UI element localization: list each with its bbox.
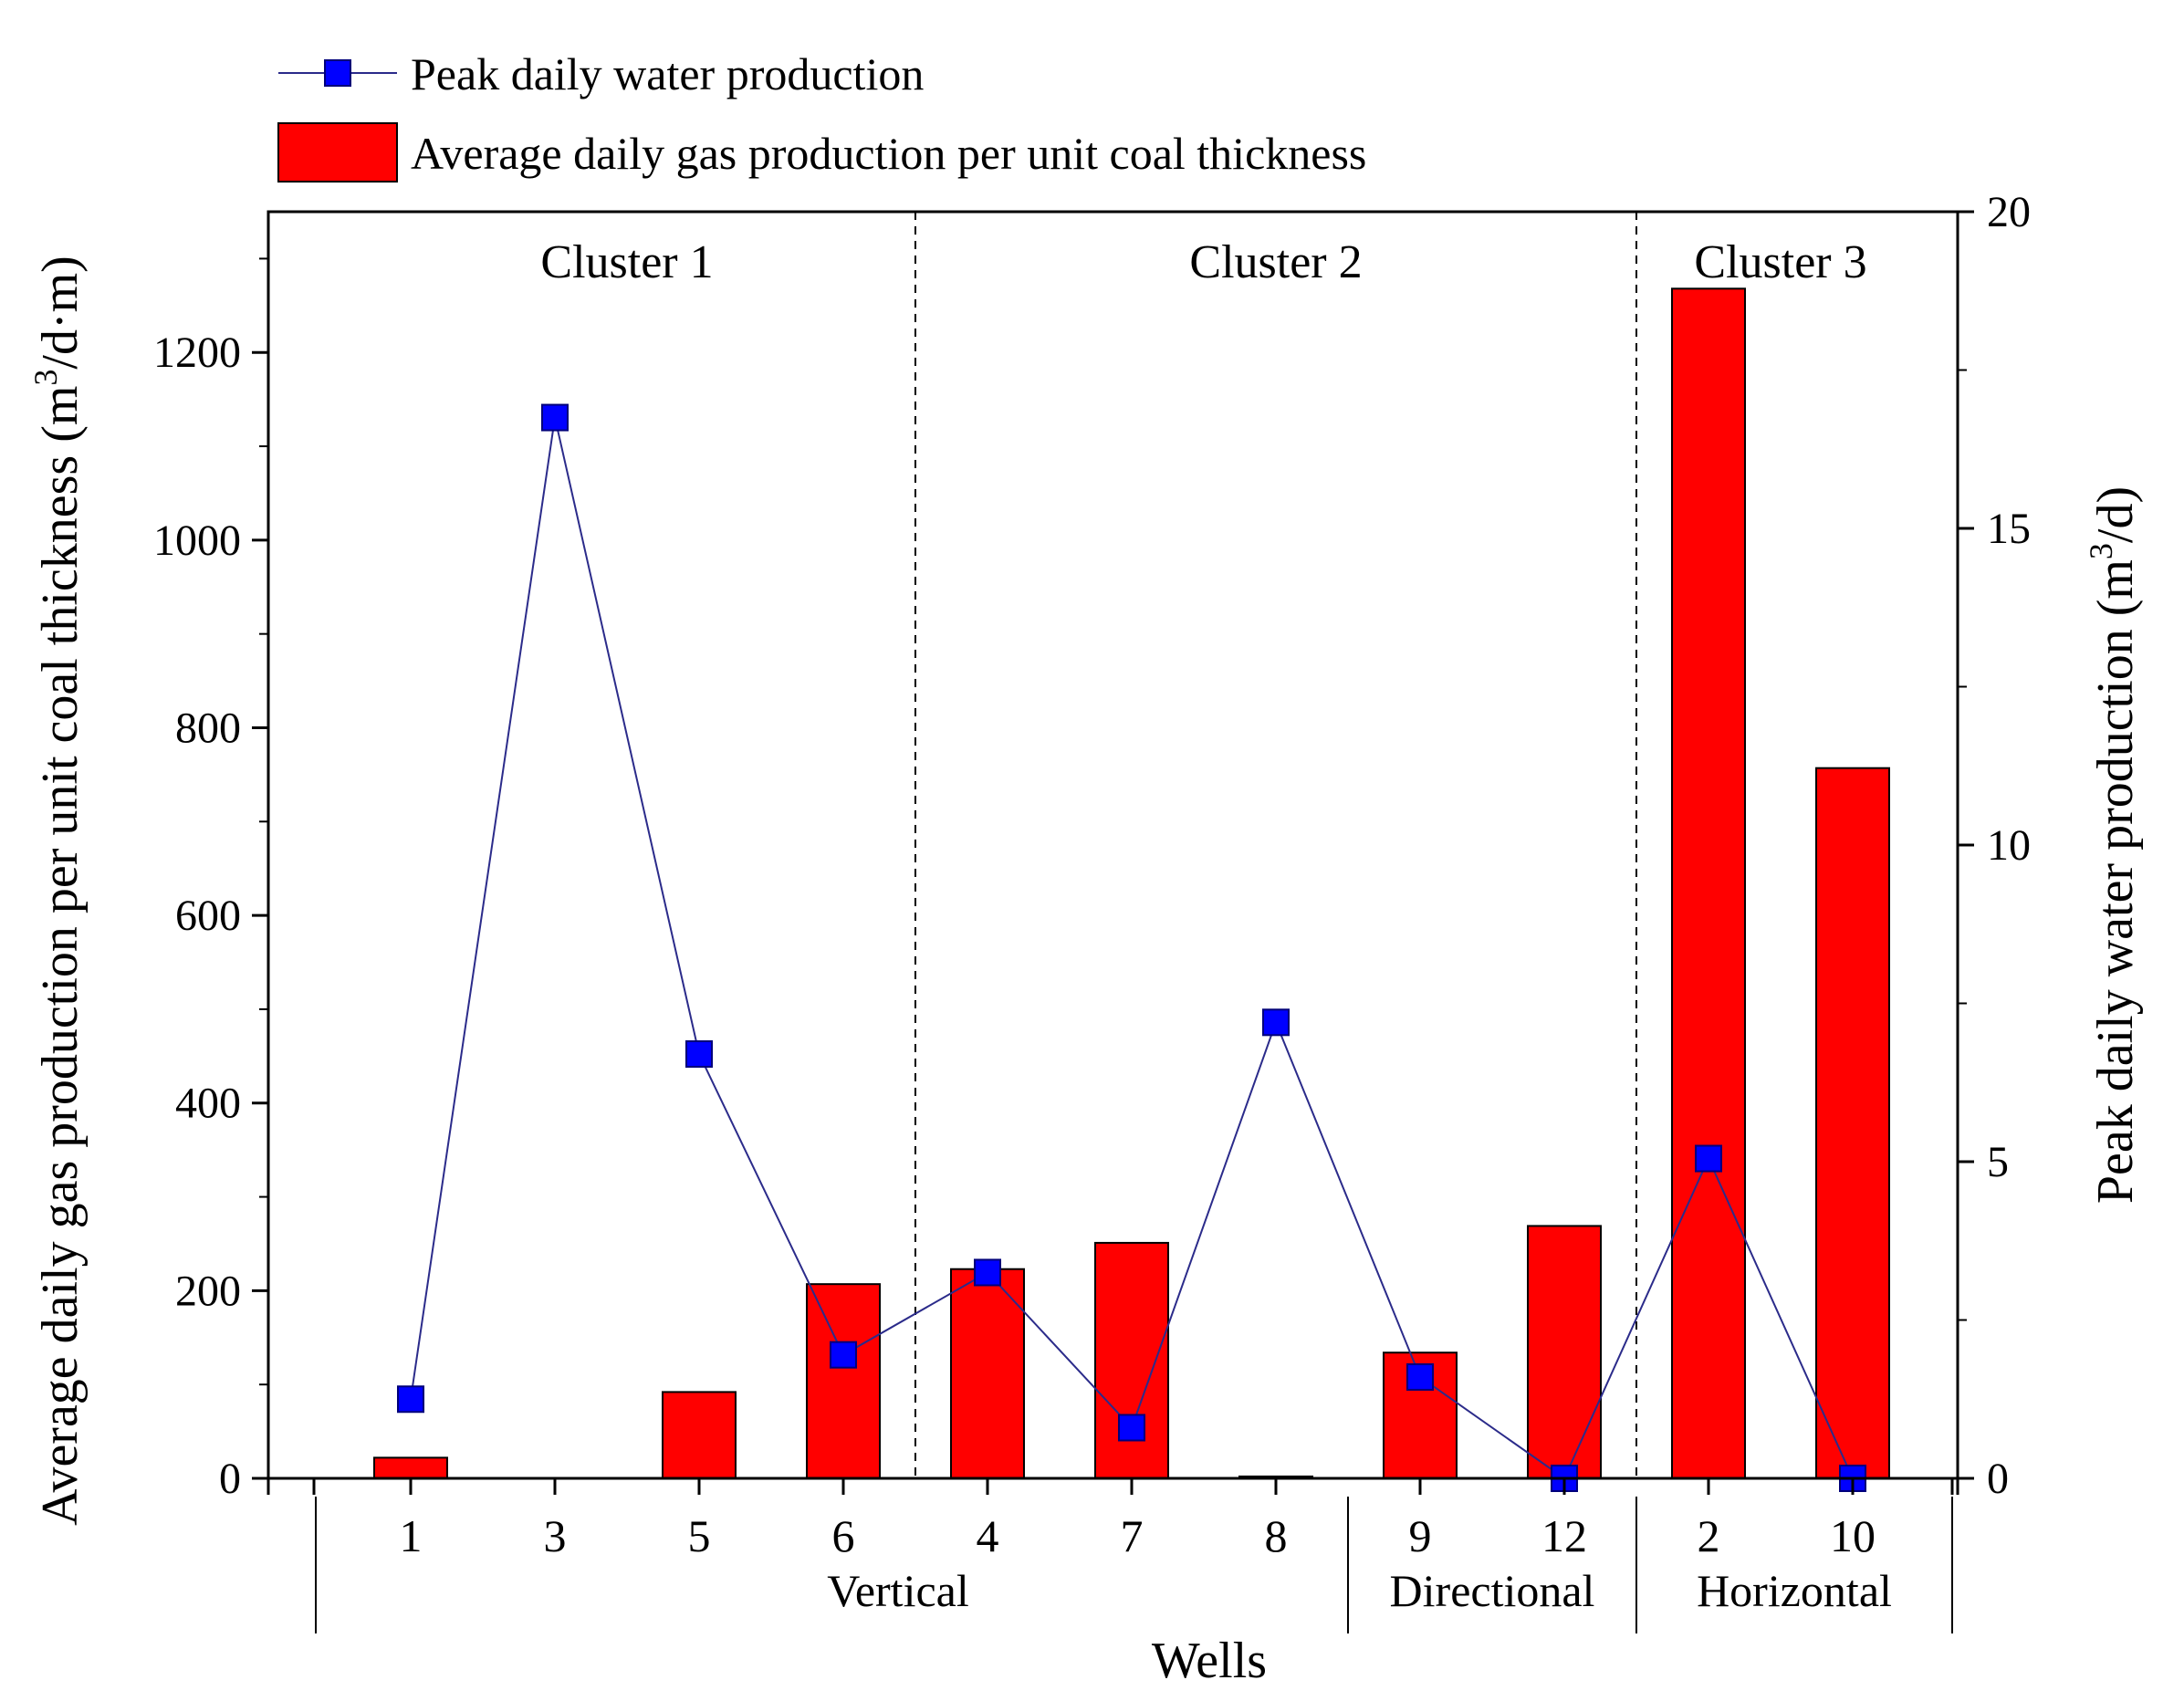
bar-7 [1094, 1241, 1169, 1479]
y-tick-label: 400 [175, 1080, 241, 1128]
legend-bar-sample [277, 122, 398, 183]
legend: Peak daily water production Average daily… [277, 48, 1366, 183]
y-tick-label: 600 [175, 892, 241, 940]
y-tick-label: 0 [219, 1455, 241, 1503]
y-tick-label: 1000 [153, 517, 241, 565]
y2-tick-label: 5 [1987, 1138, 2009, 1186]
cluster-label: Cluster 1 [540, 236, 713, 288]
cluster-label: Cluster 2 [1189, 236, 1362, 288]
bar-5 [662, 1391, 737, 1480]
point-4 [974, 1258, 1001, 1287]
point-7 [1118, 1414, 1145, 1442]
x-tick-label-4: 4 [977, 1510, 999, 1561]
point-8 [1262, 1008, 1290, 1037]
point-3 [541, 403, 569, 432]
legend-label-water: Peak daily water production [411, 48, 924, 99]
x-tick-label-7: 7 [1121, 1510, 1144, 1561]
y2-tick-label: 10 [1987, 821, 2031, 870]
y-tick-label: 1200 [153, 329, 241, 377]
point-5 [685, 1040, 713, 1069]
labels: 0 200 400 600 800 1000 1200 0 5 10 15 20 1 3 5 6 4 7 8 9 12 2… [27, 188, 2144, 1689]
plot-area [914, 212, 1637, 1478]
y2-axis-title: Peak daily water production (m3/d) [2083, 486, 2144, 1204]
bar-series [373, 287, 1890, 1480]
bar-12 [1527, 1225, 1602, 1479]
point-9 [1406, 1362, 1434, 1391]
point-2 [1695, 1144, 1722, 1173]
legend-label-gas: Average daily gas production per unit co… [411, 128, 1366, 179]
well-type-vertical: Vertical [827, 1565, 968, 1616]
bar-2 [1671, 287, 1746, 1480]
y2-tick-label: 15 [1987, 505, 2031, 553]
x-axis-title: Wells [1152, 1633, 1267, 1689]
bar-4 [950, 1268, 1025, 1480]
y-tick-label: 800 [175, 704, 241, 752]
y2-tick-label: 20 [1987, 188, 2031, 236]
bar-6 [806, 1283, 881, 1479]
x-tick-label-2: 2 [1698, 1510, 1720, 1561]
x-tick-label-5: 5 [688, 1510, 711, 1561]
x-tick-label-8: 8 [1265, 1510, 1288, 1561]
bar-10 [1815, 767, 1890, 1479]
x-tick-label-3: 3 [544, 1510, 567, 1561]
point-1 [397, 1385, 424, 1414]
x-tick-label-1: 1 [400, 1510, 423, 1561]
y-tick-label: 200 [175, 1267, 241, 1315]
legend-marker-sample [324, 59, 351, 87]
bar-1 [373, 1456, 448, 1479]
x-tick-label-10: 10 [1830, 1510, 1876, 1561]
y2-tick-label: 0 [1987, 1455, 2009, 1503]
x-tick-label-6: 6 [832, 1510, 855, 1561]
x-tick-label-9: 9 [1409, 1510, 1432, 1561]
x-tick-label-12: 12 [1541, 1510, 1587, 1561]
well-type-directional: Directional [1390, 1565, 1595, 1616]
well-type-horizontal: Horizontal [1697, 1565, 1892, 1616]
cluster-label: Cluster 3 [1694, 236, 1866, 288]
y-axis-title: Average daily gas production per unit co… [27, 256, 89, 1526]
point-6 [830, 1341, 857, 1369]
axes [252, 210, 1974, 1633]
